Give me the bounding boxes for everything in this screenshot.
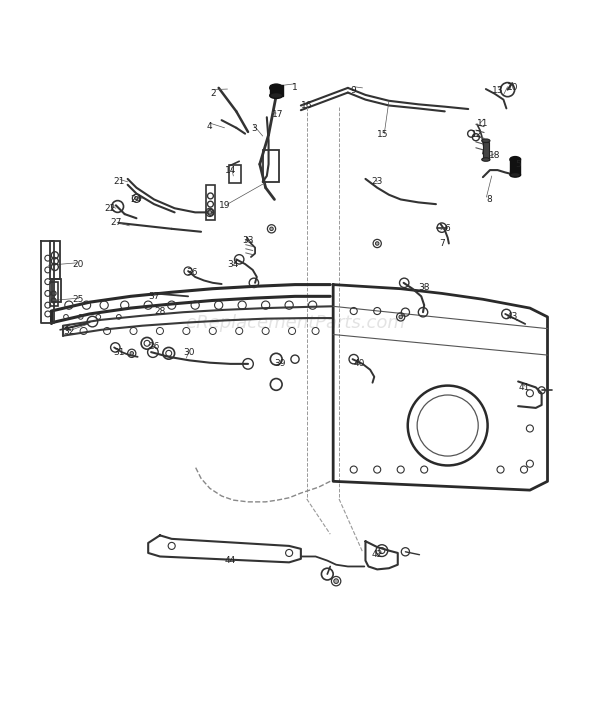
Text: 6: 6 [445, 224, 451, 233]
Text: 2: 2 [210, 90, 215, 98]
Text: 27: 27 [110, 218, 122, 228]
Bar [263, 150, 279, 182]
Text: 19: 19 [219, 200, 230, 210]
Text: 15: 15 [378, 130, 389, 140]
Bar [483, 142, 489, 160]
Text: 9: 9 [351, 87, 356, 95]
Text: 20: 20 [72, 259, 83, 268]
Ellipse shape [510, 157, 520, 163]
Text: 10: 10 [507, 83, 518, 92]
Text: 28: 28 [154, 306, 166, 316]
Bar [50, 281, 58, 306]
Text: 22: 22 [104, 204, 116, 213]
Text: 17: 17 [271, 110, 283, 119]
Text: 25: 25 [72, 295, 83, 304]
Bar [270, 85, 283, 95]
Text: 39: 39 [274, 359, 286, 368]
Text: 43: 43 [507, 312, 518, 321]
Ellipse shape [482, 158, 490, 161]
Text: 11: 11 [477, 119, 489, 127]
Text: 7: 7 [439, 239, 445, 248]
Text: 18: 18 [489, 151, 500, 160]
Bar [230, 165, 241, 183]
Circle shape [130, 352, 133, 355]
Text: 38: 38 [418, 283, 430, 292]
Circle shape [334, 579, 339, 584]
Ellipse shape [270, 92, 283, 98]
Text: 36: 36 [186, 268, 198, 277]
Ellipse shape [482, 139, 490, 142]
Text: 40: 40 [354, 359, 365, 368]
Bar [206, 185, 215, 220]
Text: 44: 44 [225, 556, 236, 565]
Text: 42: 42 [372, 550, 383, 559]
Text: 30: 30 [183, 348, 195, 357]
Text: 37: 37 [148, 292, 160, 301]
Text: 32: 32 [63, 327, 74, 336]
Text: 23: 23 [372, 178, 383, 186]
Text: 16: 16 [301, 101, 313, 110]
Text: 3: 3 [251, 125, 257, 133]
Text: 31: 31 [113, 348, 124, 357]
Circle shape [208, 211, 212, 214]
Circle shape [375, 242, 379, 246]
Text: 14: 14 [225, 165, 236, 175]
Bar [510, 158, 520, 175]
Circle shape [399, 315, 402, 319]
Text: 8: 8 [486, 195, 491, 204]
Text: 12: 12 [471, 130, 483, 140]
Circle shape [135, 196, 138, 200]
Text: 26: 26 [148, 342, 160, 351]
Text: 13: 13 [492, 87, 503, 95]
Circle shape [270, 227, 273, 231]
Text: eReplacementParts.com: eReplacementParts.com [185, 314, 405, 332]
Bar [53, 279, 61, 302]
Text: 1: 1 [292, 83, 298, 92]
Ellipse shape [270, 84, 283, 92]
Text: 21: 21 [113, 178, 124, 186]
Ellipse shape [510, 173, 520, 177]
Text: 41: 41 [519, 383, 530, 392]
Text: 4: 4 [207, 122, 212, 130]
Text: 24: 24 [131, 195, 142, 204]
Text: 34: 34 [228, 259, 239, 268]
Bar [50, 241, 60, 279]
Text: 33: 33 [242, 236, 254, 245]
Text: 5: 5 [515, 160, 521, 169]
